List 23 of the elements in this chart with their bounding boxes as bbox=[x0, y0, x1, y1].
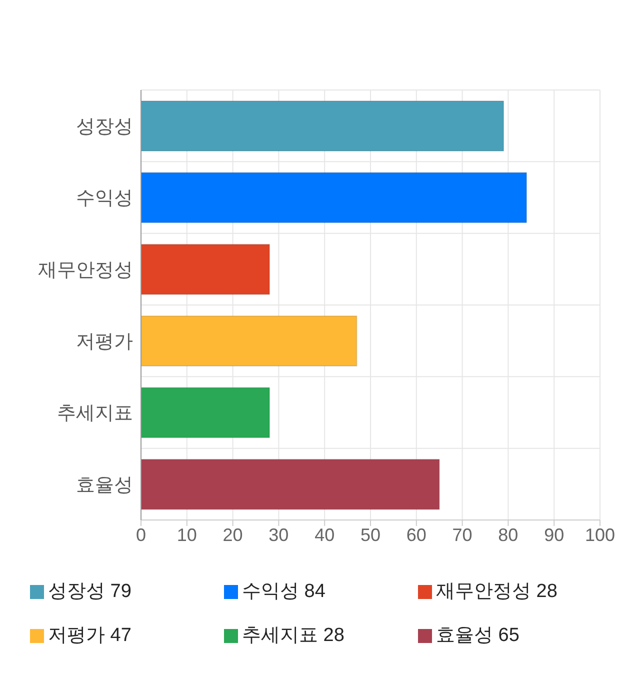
legend-label: 저평가 47 bbox=[48, 624, 132, 648]
x-tick-label: 40 bbox=[314, 524, 335, 545]
x-tick-label: 0 bbox=[136, 524, 146, 545]
y-tick-label: 추세지표 bbox=[57, 403, 133, 424]
x-tick-label: 90 bbox=[544, 524, 564, 545]
x-tick-label: 10 bbox=[176, 524, 197, 545]
x-tick-label: 100 bbox=[584, 524, 616, 545]
x-tick-label: 70 bbox=[452, 524, 472, 545]
legend-label: 수익성 84 bbox=[242, 580, 326, 604]
y-tick-label: 재무안정성 bbox=[38, 260, 133, 281]
x-tick-label: 80 bbox=[498, 524, 518, 545]
x-tick-label: 50 bbox=[360, 524, 381, 545]
x-tick-label: 20 bbox=[222, 524, 243, 545]
legend-label: 추세지표 28 bbox=[242, 624, 346, 648]
legend-label: 재무안정성 28 bbox=[436, 580, 558, 604]
x-tick-label: 30 bbox=[268, 524, 289, 545]
y-tick-label: 성장성 bbox=[76, 116, 133, 138]
y-tick-label: 저평가 bbox=[76, 332, 133, 353]
legend-label: 성장성 79 bbox=[48, 580, 132, 604]
legend-label: 효율성 65 bbox=[436, 624, 520, 648]
y-tick-label: 효율성 bbox=[76, 474, 133, 496]
y-tick-label: 수익성 bbox=[76, 188, 133, 210]
x-tick-label: 60 bbox=[406, 524, 426, 545]
